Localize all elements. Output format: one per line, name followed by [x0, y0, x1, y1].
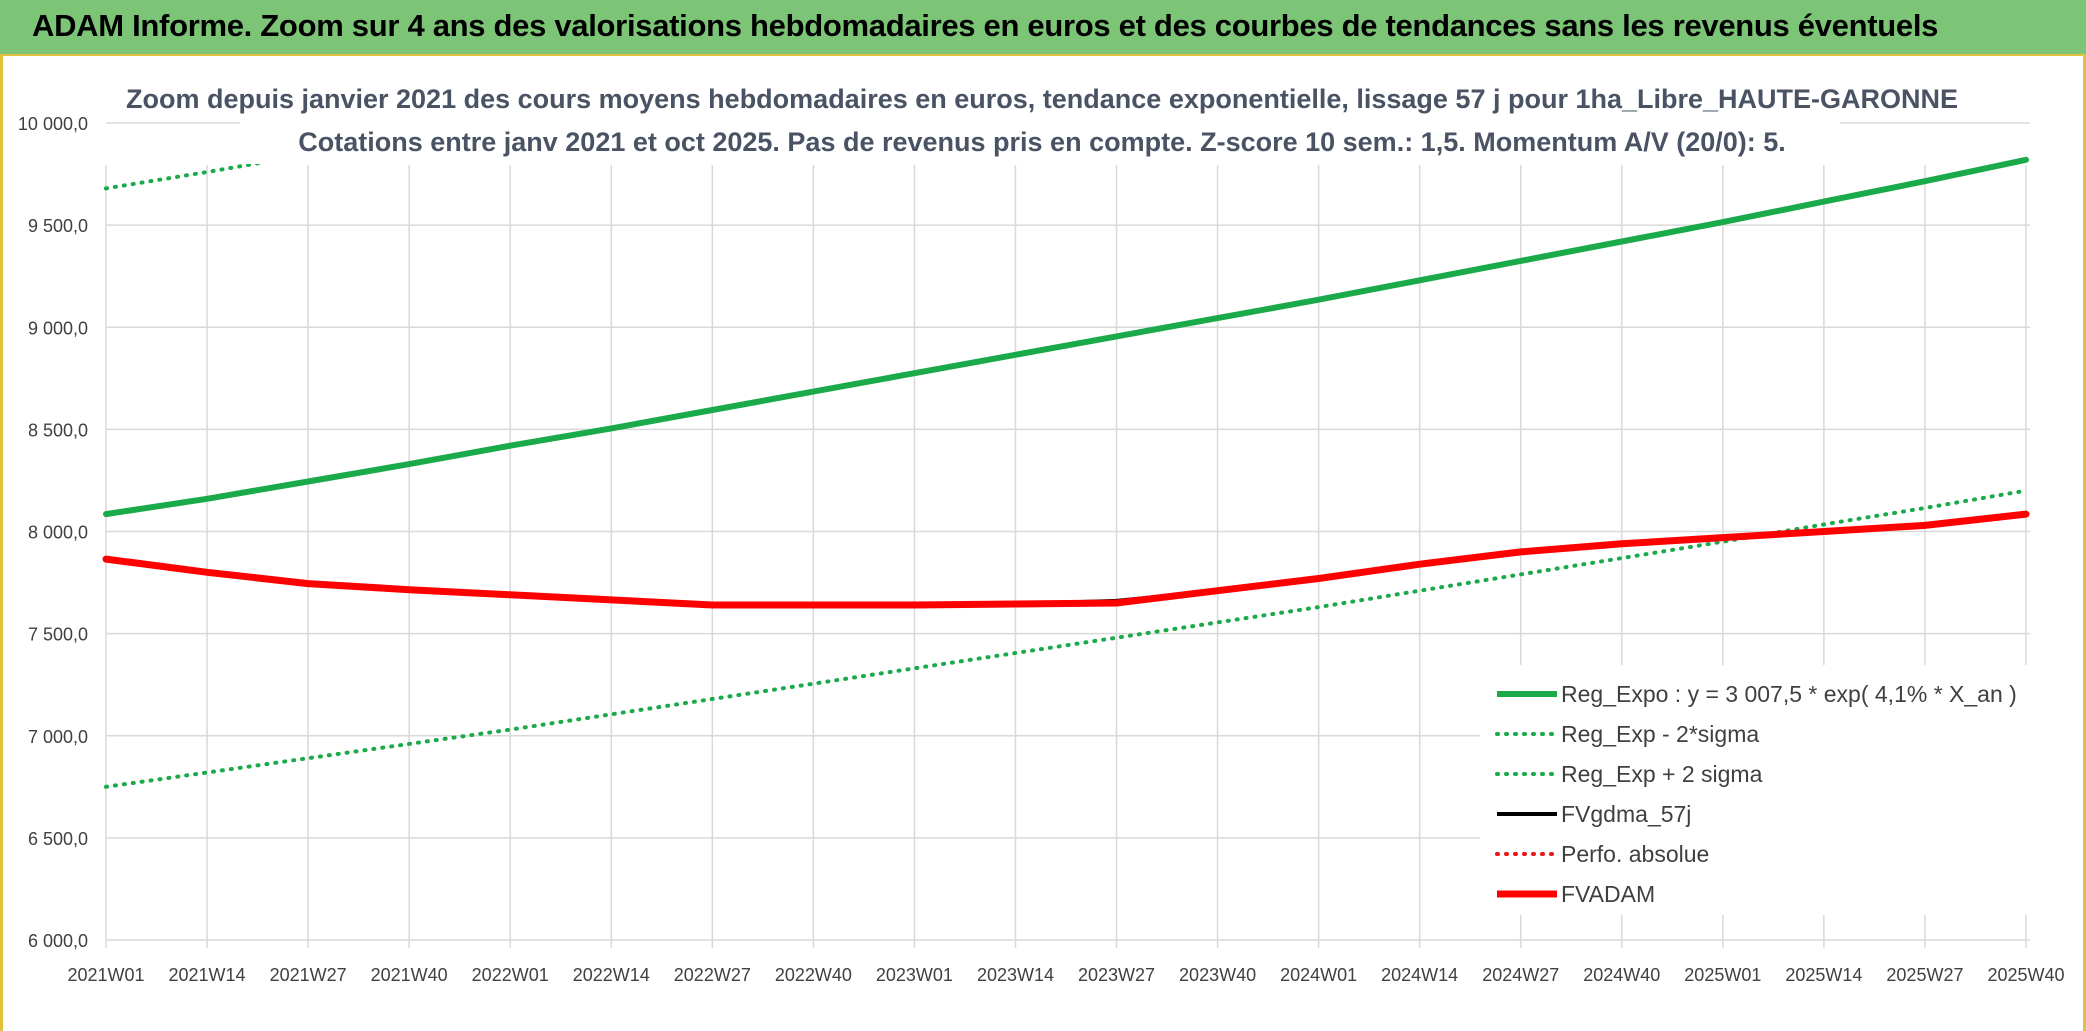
series-line-5	[102, 510, 2030, 609]
chart-grid	[105, 122, 2030, 948]
series-line-0	[103, 156, 2029, 518]
y-tick-label: 9 500,0	[28, 216, 88, 236]
title-background	[240, 78, 1840, 164]
y-tick-label: 10 000,0	[18, 114, 88, 134]
y-tick-label: 7 000,0	[28, 727, 88, 747]
legend-label: Reg_Exp + 2 sigma	[1561, 761, 1763, 787]
y-tick-label: 8 000,0	[28, 523, 88, 543]
legend-label: Reg_Expo : y = 3 007,5 * exp( 4,1% * X_a…	[1561, 681, 2017, 707]
x-tick-label: 2021W27	[270, 965, 347, 985]
series-line-1	[104, 488, 2028, 789]
x-tick-label: 2024W27	[1482, 965, 1559, 985]
y-tick-label: 9 000,0	[28, 318, 88, 338]
x-tick-label: 2024W40	[1583, 965, 1660, 985]
chart-title-line-1: Zoom depuis janvier 2021 des cours moyen…	[126, 84, 1958, 114]
legend-label: FVgdma_57j	[1561, 801, 1691, 827]
legend-label: FVADAM	[1561, 881, 1655, 907]
x-tick-label: 2022W27	[674, 965, 751, 985]
y-tick-label: 6 000,0	[28, 931, 88, 951]
x-tick-label: 2025W14	[1785, 965, 1862, 985]
x-tick-label: 2021W01	[67, 965, 144, 985]
x-tick-label: 2023W40	[1179, 965, 1256, 985]
legend-label: Perfo. absolue	[1561, 841, 1709, 867]
x-tick-label: 2024W14	[1381, 965, 1458, 985]
y-tick-label: 6 500,0	[28, 829, 88, 849]
x-tick-label: 2025W01	[1684, 965, 1761, 985]
x-tick-label: 2022W40	[775, 965, 852, 985]
report-banner: ADAM Informe. Zoom sur 4 ans des valoris…	[0, 0, 2086, 56]
x-tick-label: 2024W01	[1280, 965, 1357, 985]
report-title: ADAM Informe. Zoom sur 4 ans des valoris…	[32, 8, 1939, 43]
legend-background	[1480, 665, 2040, 915]
x-tick-label: 2021W14	[169, 965, 246, 985]
series-layer	[102, 110, 2030, 789]
x-axis: 2021W01 2021W14 2021W27 2021W40 2022W01 2022W…	[67, 965, 2064, 985]
chart-frame	[0, 56, 2086, 1031]
x-tick-label: 2023W27	[1078, 965, 1155, 985]
x-tick-label: 2021W40	[371, 965, 448, 985]
chart-title-line-2: Cotations entre janv 2021 et oct 2025. P…	[298, 127, 1786, 157]
x-tick-label: 2022W01	[472, 965, 549, 985]
x-tick-label: 2025W40	[1987, 965, 2064, 985]
y-axis: 6 000,0 6 500,0 7 000,0 7 500,0 8 000,0 8 500…	[18, 114, 88, 951]
x-tick-label: 2025W27	[1886, 965, 1963, 985]
x-tick-label: 2022W14	[573, 965, 650, 985]
chart-legend: Reg_Expo : y = 3 007,5 * exp( 4,1% * X_a…	[1495, 681, 2017, 907]
y-tick-label: 8 500,0	[28, 420, 88, 440]
x-tick-label: 2023W14	[977, 965, 1054, 985]
x-tick-label: 2023W01	[876, 965, 953, 985]
legend-label: Reg_Exp - 2*sigma	[1561, 721, 1759, 747]
y-tick-label: 7 500,0	[28, 625, 88, 645]
